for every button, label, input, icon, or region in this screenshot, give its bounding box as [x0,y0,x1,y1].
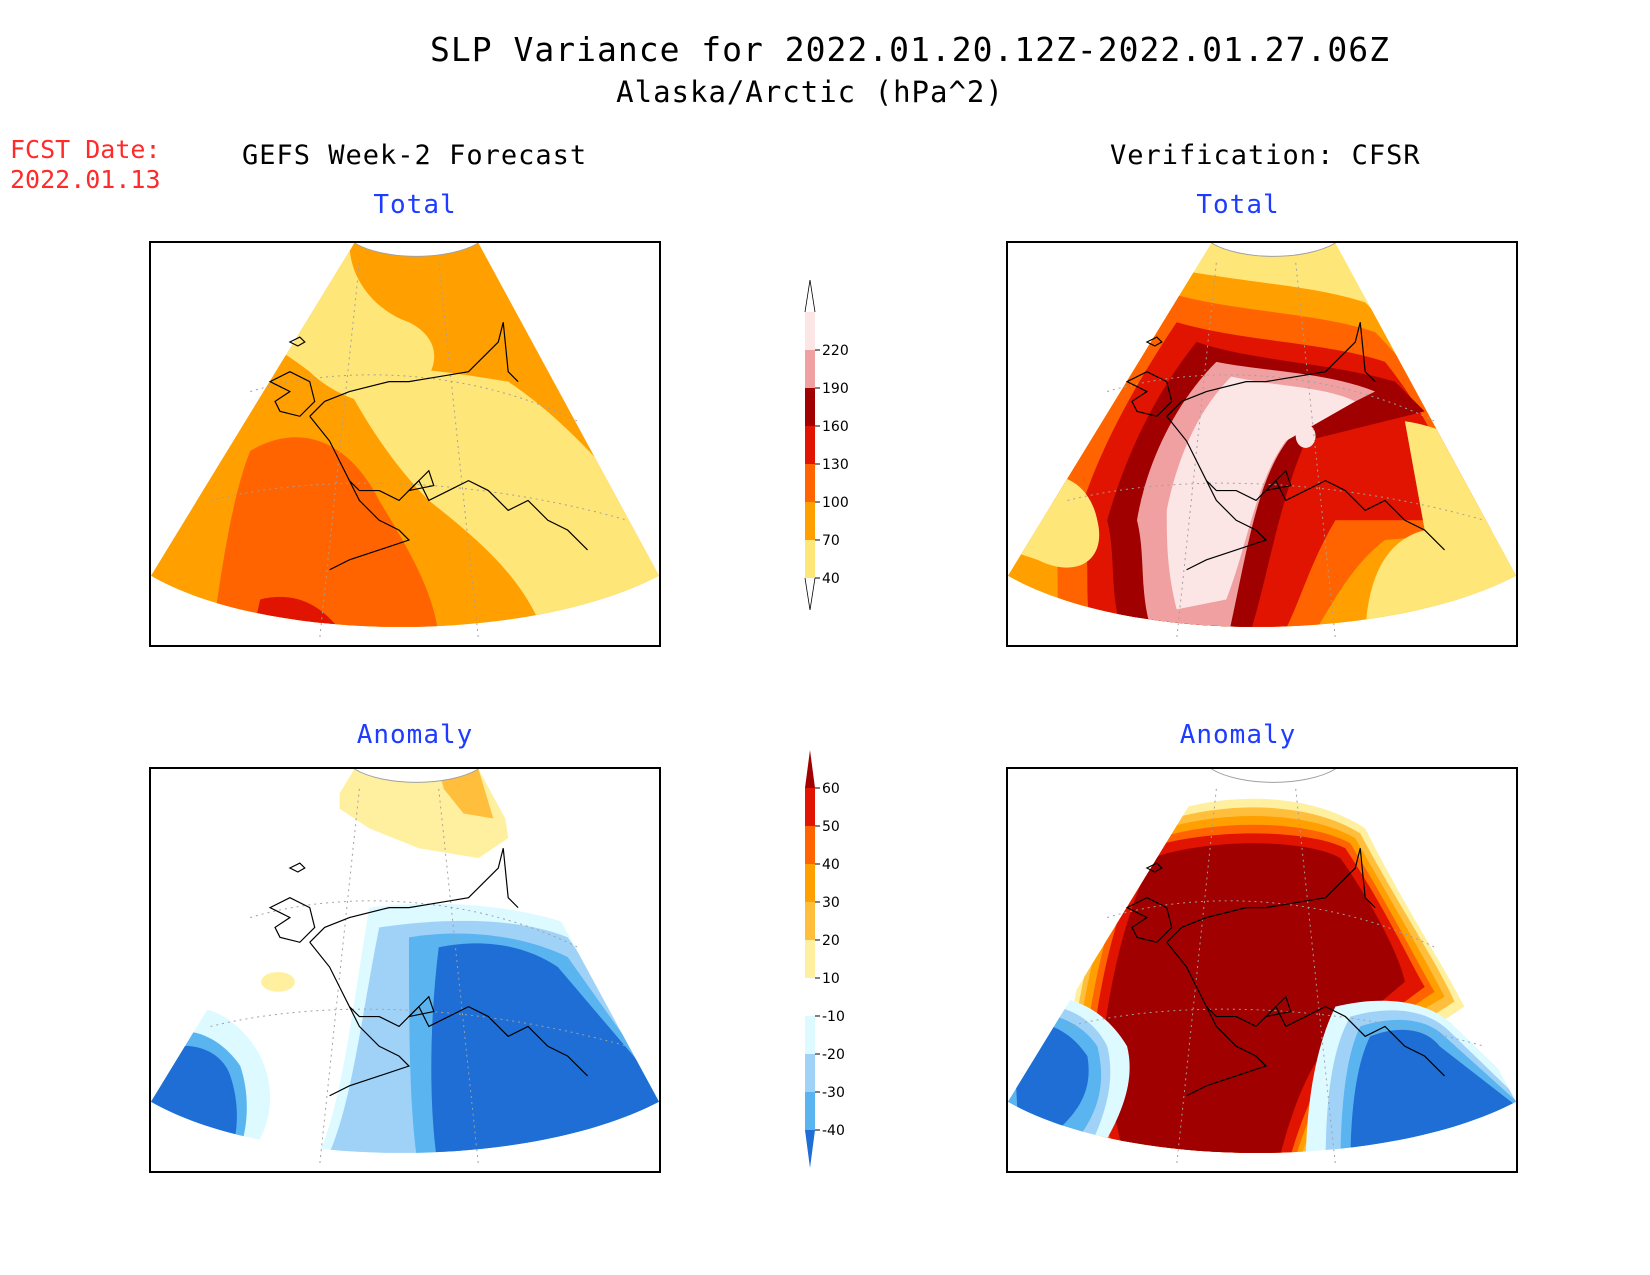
forecast-anomaly-label: Anomaly [356,720,474,750]
anomaly-colorbar-top-tip [805,750,815,788]
anomaly-colorbar-label: 60 [822,781,840,797]
anomaly-colorbar-label: -10 [822,1009,845,1025]
verification-total-label: Total [1196,190,1280,220]
total-colorbar-segment [805,388,815,426]
anomaly-colorbar-label: -20 [822,1047,845,1063]
forecast-column-header: GEFS Week-2 Forecast [242,140,588,171]
forecast-date-value: 2022.01.13 [10,165,161,194]
verification-anomaly-map [1006,767,1518,1173]
total-colorbar-label: 190 [822,381,849,397]
anomaly-colorbar-label: 40 [822,857,840,873]
anomaly-colorbar-segment [805,788,815,826]
total-colorbar: 220 190 160 130 100 70 40 [795,279,875,620]
total-colorbar-bottom-tip [804,577,816,611]
anomaly-colorbar-label: 10 [822,971,840,987]
total-colorbar-label: 220 [822,343,849,359]
anomaly-colorbar-label: 50 [822,819,840,835]
forecast-total-label: Total [373,190,457,220]
forecast-date-label: FCST Date: [10,135,161,164]
anomaly-colorbar-label: -40 [822,1123,845,1139]
forecast-total-map [149,241,661,647]
anomaly-colorbar-segment [805,1092,815,1130]
anomaly-colorbar-segment [805,1054,815,1092]
forecast-anomaly-map [149,767,661,1173]
total-colorbar-segment [805,502,815,540]
anomaly-colorbar-segment [805,902,815,940]
verification-column-header: Verification: CFSR [1110,140,1421,171]
total-colorbar-label: 70 [822,533,840,549]
total-colorbar-segment [805,426,815,464]
anomaly-colorbar-segment [805,826,815,864]
map-subtitle: Alaska/Arctic (hPa^2) [616,75,1004,109]
anomaly-colorbar-label: -30 [822,1085,845,1101]
anomaly-colorbar: 60 50 40 30 20 10 -10 -20 -30 -40 [795,750,875,1200]
anomaly-colorbar-bottom-tip [805,1130,815,1168]
total-colorbar-label: 130 [822,457,849,473]
anomaly-colorbar-segment [805,1016,815,1054]
total-colorbar-segment [805,350,815,388]
anomaly-colorbar-label: 20 [822,933,840,949]
anomaly-colorbar-segment [805,864,815,902]
total-colorbar-label: 40 [822,571,840,587]
total-colorbar-label: 160 [822,419,849,435]
total-colorbar-segment [805,464,815,502]
anomaly-colorbar-segment [805,978,815,1016]
verification-anomaly-label: Anomaly [1179,720,1297,750]
anomaly-colorbar-segment [805,940,815,978]
map-title: SLP Variance for 2022.01.20.12Z-2022.01.… [430,30,1390,69]
total-colorbar-label: 100 [822,495,849,511]
total-colorbar-segment [805,540,815,578]
verification-total-map [1006,241,1518,647]
anomaly-colorbar-label: 30 [822,895,840,911]
total-colorbar-segment [805,312,815,350]
total-colorbar-top-tip [804,279,816,313]
